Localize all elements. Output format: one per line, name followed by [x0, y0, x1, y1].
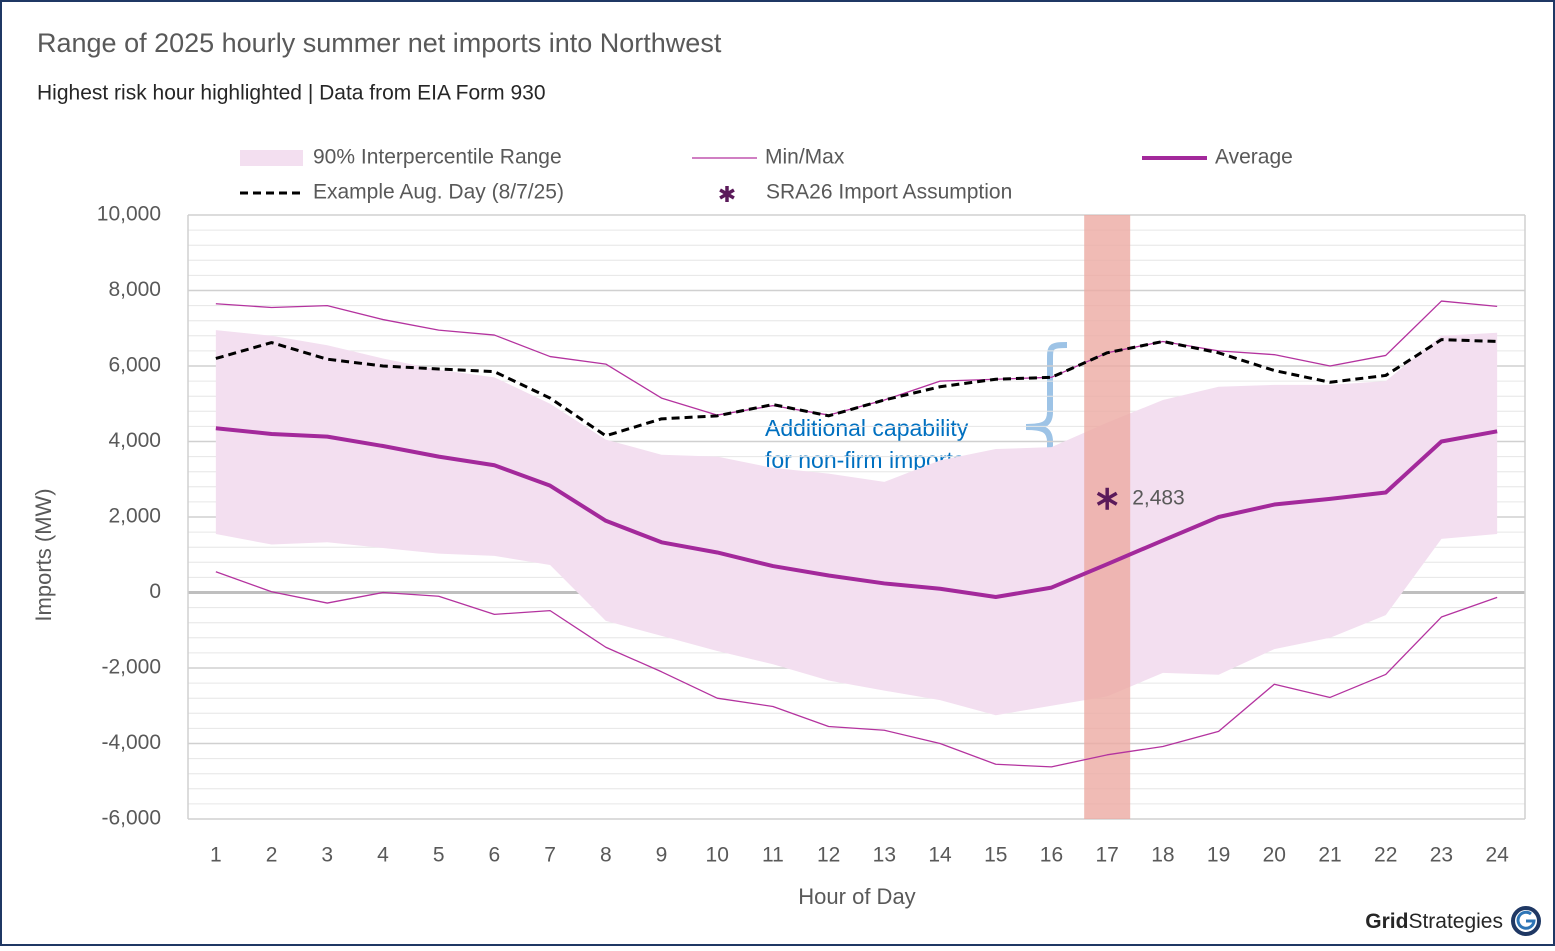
x-tick-label: 9 [656, 844, 668, 867]
series-line [215, 571, 1498, 768]
x-tick-label: 6 [489, 844, 501, 867]
x-tick-label: 21 [1318, 844, 1341, 867]
legend-label: Min/Max [765, 146, 845, 169]
y-tick-label: 8,000 [108, 278, 161, 301]
x-tick-label: 18 [1151, 844, 1174, 867]
marker-label: 2,483 [1132, 486, 1185, 509]
brand: GridStrategies [1365, 906, 1541, 936]
annotation: Additional capability [765, 415, 969, 441]
x-tick-label: 19 [1207, 844, 1230, 867]
highlight-band [1084, 215, 1131, 819]
y-tick-label: 10,000 [97, 203, 161, 226]
x-tick-label: 15 [984, 844, 1007, 867]
brand-bold: Grid [1365, 910, 1408, 933]
y-tick-label: -4,000 [101, 731, 161, 754]
chart-subtitle: Highest risk hour highlighted | Data fro… [37, 82, 546, 105]
legend-label: Example Aug. Day (8/7/25) [313, 181, 564, 204]
x-tick-label: 1 [210, 844, 222, 867]
x-tick-label: 7 [544, 844, 556, 867]
x-tick-label: 14 [928, 844, 952, 867]
y-tick-label: 4,000 [108, 429, 161, 452]
x-tick-label: 2 [266, 844, 278, 867]
brand-name: GridStrategies [1365, 910, 1503, 933]
x-tick-label: 10 [706, 844, 729, 867]
y-tick-label: 6,000 [108, 354, 161, 377]
y-tick-label: 2,000 [108, 505, 161, 528]
x-tick-label: 17 [1096, 844, 1119, 867]
x-tick-label: 12 [817, 844, 840, 867]
chart-title: Range of 2025 hourly summer net imports … [37, 28, 722, 58]
legend-label: 90% Interpercentile Range [313, 146, 562, 169]
marker [1096, 487, 1118, 510]
series-line [215, 338, 1498, 438]
x-tick-label: 16 [1040, 844, 1063, 867]
range-area [215, 330, 1498, 716]
x-tick-label: 22 [1374, 844, 1397, 867]
x-tick-label: 20 [1263, 844, 1286, 867]
x-tick-label: 8 [600, 844, 612, 867]
x-tick-label: 13 [873, 844, 896, 867]
x-tick-label: 5 [433, 844, 445, 867]
y-axis-label: Imports (MW) [31, 488, 56, 621]
x-tick-label: 4 [377, 844, 389, 867]
x-axis-label: Hour of Day [798, 884, 915, 909]
x-tick-label: 11 [762, 844, 784, 867]
series-line [215, 426, 1498, 600]
brand-rest: Strategies [1408, 910, 1503, 933]
y-tick-label: 0 [149, 580, 161, 603]
brand-logo [1511, 906, 1541, 936]
legend-swatch [240, 150, 303, 166]
legend-marker [719, 186, 735, 202]
legend-label: Average [1215, 146, 1293, 169]
legend-label: SRA26 Import Assumption [766, 181, 1012, 204]
marker-stroke [1096, 491, 1118, 506]
marker-stroke [719, 188, 735, 200]
x-tick-label: 23 [1430, 844, 1453, 867]
x-tick-label: 3 [321, 844, 333, 867]
x-tick-label: 24 [1485, 844, 1509, 867]
y-tick-label: -2,000 [101, 656, 161, 679]
y-tick-label: -6,000 [101, 807, 161, 830]
brand-logo-inner [1516, 910, 1536, 930]
